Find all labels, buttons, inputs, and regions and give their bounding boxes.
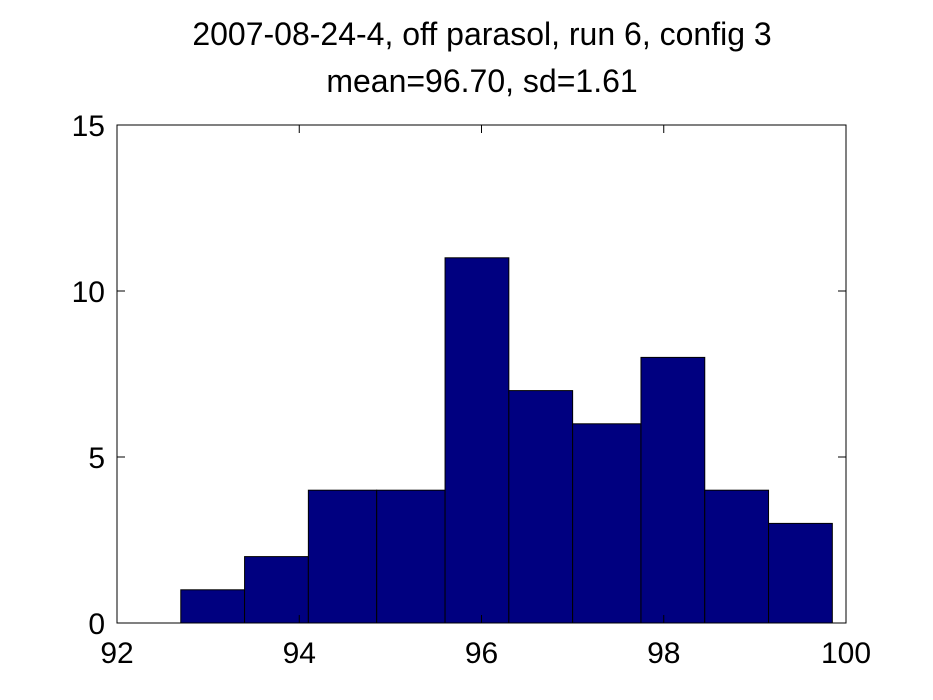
x-tick-label: 92	[100, 637, 133, 670]
y-tick-label: 10	[72, 276, 105, 309]
histogram-bar	[572, 423, 642, 624]
x-tick-label: 94	[283, 637, 316, 670]
histogram-bar	[444, 257, 510, 624]
histogram-bar	[180, 589, 246, 624]
histogram-bar	[768, 522, 833, 624]
x-tick-label: 98	[647, 637, 680, 670]
histogram-bar	[704, 489, 770, 624]
tick-labels-group: 92 94 96 98 100 0 5 10 15	[72, 110, 871, 670]
histogram-bar	[640, 356, 706, 624]
histogram-bar	[508, 390, 574, 624]
y-tick-label: 5	[88, 442, 105, 475]
bars-group	[180, 257, 833, 624]
chart-subtitle: mean=96.70, sd=1.61	[326, 63, 637, 99]
histogram-bar	[376, 489, 446, 624]
x-tick-label: 100	[821, 637, 871, 670]
x-tick-label: 96	[465, 637, 498, 670]
ticks-group	[116, 124, 847, 624]
histogram-bar	[307, 489, 378, 624]
chart-title: 2007-08-24-4, off parasol, run 6, config…	[192, 16, 771, 52]
histogram-bar	[244, 556, 309, 624]
y-tick-label: 15	[72, 110, 105, 143]
y-tick-label: 0	[88, 608, 105, 641]
